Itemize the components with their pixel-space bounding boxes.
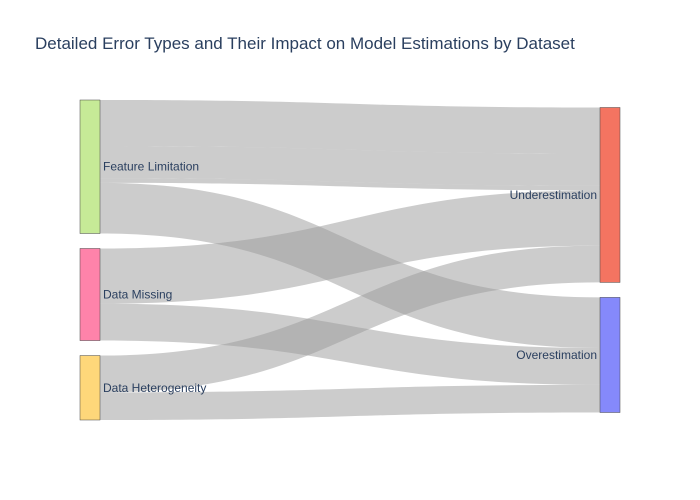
sankey-node-underestimation[interactable] <box>599 107 621 283</box>
sankey-node-label-data_missing: Data Missing <box>103 288 172 302</box>
sankey-link-feature_limitation-to-underestimation-1[interactable] <box>100 146 600 186</box>
sankey-node-data_heterogeneity[interactable] <box>79 355 101 421</box>
sankey-link-feature_limitation-to-underestimation-2[interactable] <box>100 178 600 191</box>
sankey-node-label-data_heterogeneity: Data Heterogeneity <box>103 381 206 395</box>
sankey-link-data_missing-to-underestimation-4[interactable] <box>100 190 600 304</box>
sankey-links <box>100 100 600 420</box>
sankey-nodes: Feature Limitation Data Missing Data Heter… <box>79 99 621 421</box>
sankey-node-feature_limitation[interactable] <box>79 99 101 234</box>
sankey-node-label-underestimation: Underestimation <box>510 188 597 202</box>
chart-title: Detailed Error Types and Their Impact on… <box>35 34 575 53</box>
sankey-link-data_heterogeneity-to-overestimation-7[interactable] <box>100 384 600 420</box>
sankey-link-feature_limitation-to-underestimation-0[interactable] <box>100 100 600 154</box>
sankey-link-data_missing-to-overestimation-5[interactable] <box>100 303 600 385</box>
sankey-node-label-feature_limitation: Feature Limitation <box>103 160 199 174</box>
sankey-link-data_heterogeneity-to-underestimation-6[interactable] <box>100 245 600 393</box>
sankey-node-data_missing[interactable] <box>79 248 101 341</box>
sankey-node-label-overestimation: Overestimation <box>516 348 597 362</box>
sankey-node-overestimation[interactable] <box>599 297 621 413</box>
